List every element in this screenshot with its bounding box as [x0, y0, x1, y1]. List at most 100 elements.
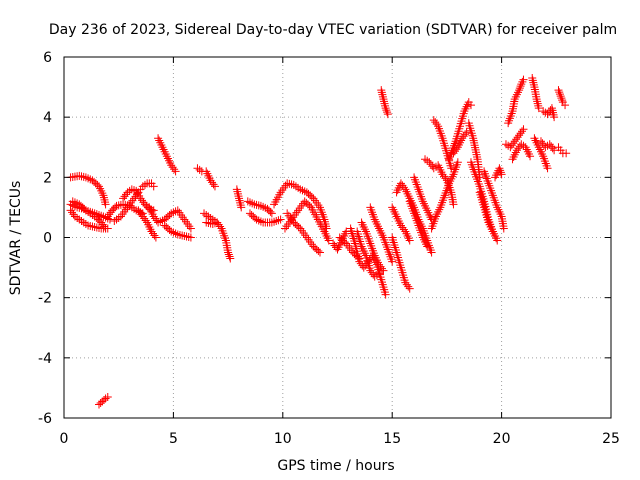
data-point [375, 260, 384, 269]
data-point [383, 108, 392, 117]
data-point [398, 223, 407, 232]
data-point [545, 140, 554, 149]
data-point [429, 116, 438, 125]
axis-ticks [63, 56, 612, 419]
data-point [369, 270, 378, 279]
data-point [366, 266, 375, 275]
data-point [450, 147, 459, 156]
data-point [140, 214, 149, 223]
data-point [439, 172, 448, 181]
data-point [458, 134, 467, 143]
data-point [427, 248, 436, 257]
data-point [324, 236, 333, 245]
data-point [355, 257, 364, 266]
data-point [105, 210, 114, 219]
data-point [432, 120, 441, 129]
data-point [510, 150, 519, 159]
data-point [307, 192, 316, 201]
data-point [536, 137, 545, 146]
y-tick-label: -4 [38, 351, 52, 367]
data-point [232, 185, 241, 194]
data-point [528, 74, 537, 83]
data-point [101, 198, 110, 207]
y-tick-labels: -6 -4 -2 0 2 4 6 [38, 50, 52, 427]
data-point [428, 162, 437, 171]
data-point [515, 86, 524, 95]
data-point [340, 238, 349, 247]
data-point [555, 90, 564, 99]
data-point [509, 139, 518, 148]
data-point [68, 208, 77, 217]
data-point [405, 284, 414, 293]
data-point [375, 269, 384, 278]
data-point [256, 217, 265, 226]
data-point [151, 214, 160, 223]
data-point [171, 207, 180, 216]
data-point [547, 142, 556, 151]
data-point [380, 99, 389, 108]
x-tick-label: 0 [60, 431, 69, 447]
data-point [111, 203, 120, 212]
data-point [516, 82, 525, 91]
data-point [342, 227, 351, 236]
data-point [556, 92, 565, 101]
data-point [234, 192, 243, 201]
data-point [103, 392, 112, 401]
data-point [75, 171, 84, 180]
data-point [449, 200, 458, 209]
data-point [182, 232, 191, 241]
data-point [225, 252, 234, 261]
data-point [150, 231, 159, 240]
data-point [377, 88, 386, 97]
data-point [235, 194, 244, 203]
data-point [548, 144, 557, 153]
data-point [396, 221, 405, 230]
data-point [534, 104, 543, 113]
data-point [523, 147, 532, 156]
data-point [120, 192, 129, 201]
data-point [557, 94, 566, 103]
data-point [539, 141, 548, 150]
data-point [555, 88, 564, 97]
data-point [381, 290, 390, 299]
data-point [315, 248, 324, 257]
data-point [274, 216, 283, 225]
data-point [136, 194, 145, 203]
data-point [294, 222, 303, 231]
data-point [516, 129, 525, 138]
data-point [88, 208, 97, 217]
data-point [396, 179, 405, 188]
data-point [214, 220, 223, 229]
data-point [378, 90, 387, 99]
data-point [534, 101, 543, 110]
data-point [236, 198, 245, 207]
data-point [379, 266, 388, 275]
data-point [558, 96, 567, 105]
y-tick-label: 0 [43, 231, 52, 247]
data-point [431, 118, 440, 127]
data-point [140, 180, 149, 189]
data-point [405, 236, 414, 245]
data-point [402, 280, 411, 289]
data-point [493, 236, 502, 245]
data-point [533, 99, 542, 108]
data-point [554, 86, 563, 95]
data-point [86, 221, 95, 230]
data-point [423, 156, 432, 165]
data-point [423, 242, 432, 251]
data-point [514, 144, 523, 153]
data-point [145, 222, 154, 231]
data-point [543, 110, 552, 119]
x-tick-label: 15 [383, 431, 401, 447]
data-point [267, 209, 276, 218]
data-point [209, 180, 218, 189]
data-point [495, 207, 504, 216]
data-point [329, 239, 338, 248]
data-point [314, 247, 323, 256]
data-point [519, 125, 528, 134]
data-point [426, 160, 435, 169]
data-point [141, 216, 150, 225]
data-point [186, 224, 195, 233]
data-point [434, 207, 443, 216]
